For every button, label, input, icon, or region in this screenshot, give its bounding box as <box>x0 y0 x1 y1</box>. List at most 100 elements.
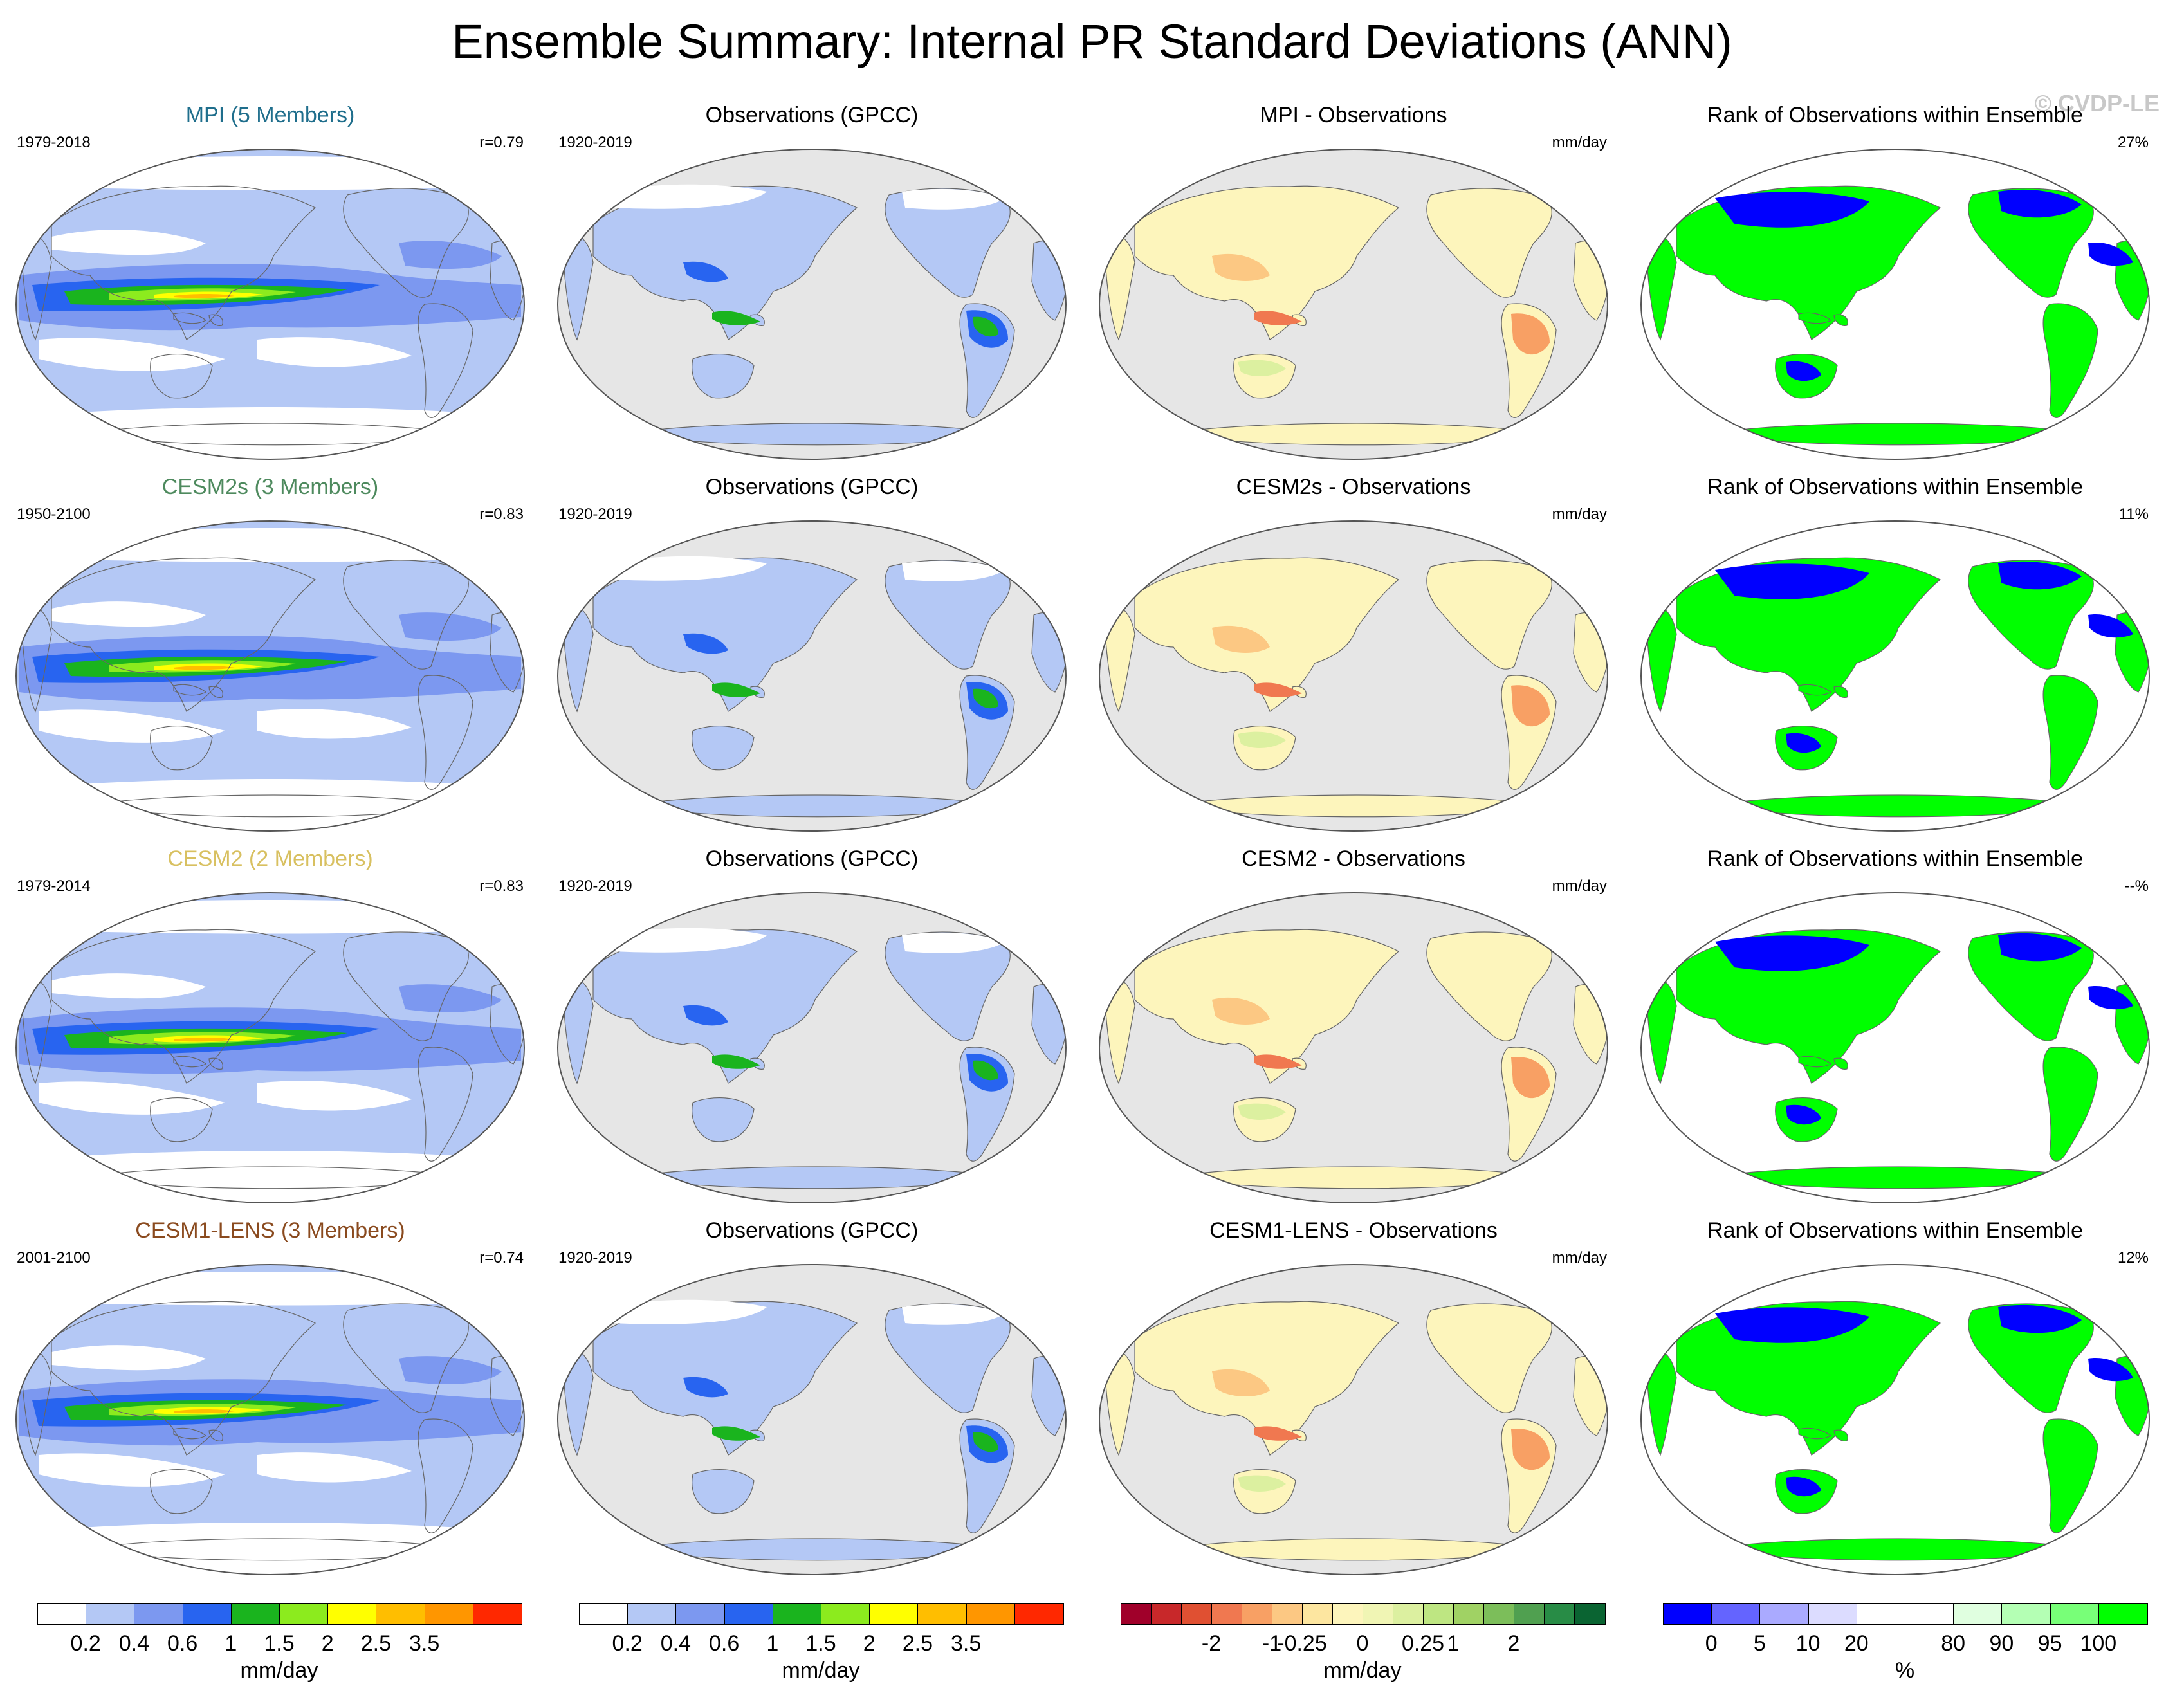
panel-period: 1920-2019 <box>558 877 632 895</box>
rank-percent: 12% <box>2117 1249 2149 1267</box>
colorbar-tick-label: 1 <box>225 1631 237 1656</box>
colorbar-tick-label: -1 <box>1262 1631 1282 1656</box>
colorbar-swatch <box>1575 1604 1605 1624</box>
colorbar-swatch <box>1272 1604 1303 1624</box>
difference-map-panel: CESM2s - Observations mm/day <box>1090 475 1617 835</box>
panel-units: mm/day <box>1552 506 1607 523</box>
observations-map-panel: Observations (GPCC) 1920-2019 <box>548 1218 1076 1579</box>
colorbar-tick-label: 0.4 <box>660 1631 692 1656</box>
colorbar-tick-label: 1 <box>1447 1631 1460 1656</box>
colorbar-swatch <box>183 1604 232 1624</box>
colorbar-swatch <box>1363 1604 1393 1624</box>
panel-title: MPI - Observations <box>1260 103 1447 127</box>
colorbar-swatch <box>628 1604 677 1624</box>
pattern-correlation: r=0.83 <box>479 877 524 895</box>
colorbar-swatch <box>1014 1604 1063 1624</box>
colorbar-tick-label: 0 <box>1705 1631 1718 1656</box>
panel-units: mm/day <box>1552 1249 1607 1267</box>
figure-title: Ensemble Summary: Internal PR Standard D… <box>452 15 1732 68</box>
colorbar-units: mm/day <box>240 1658 318 1683</box>
colorbar-swatch <box>279 1604 329 1624</box>
colorbar-units: mm/day <box>782 1658 860 1683</box>
difference-map-panel: CESM1-LENS - Observations mm/day <box>1090 1218 1617 1579</box>
panel-title: Observations (GPCC) <box>705 846 919 871</box>
rank-percent: 27% <box>2117 134 2149 151</box>
globe-map <box>1640 149 2150 460</box>
observations-map-panel: Observations (GPCC) 1920-2019 <box>548 103 1076 463</box>
colorbar-tick-label: 0 <box>1356 1631 1369 1656</box>
colorbar-swatch <box>1808 1604 1857 1624</box>
colorbar-swatch <box>473 1604 522 1624</box>
colorbar-swatches <box>37 1603 522 1625</box>
globe-map <box>15 520 525 832</box>
colorbar-swatch <box>1182 1604 1212 1624</box>
panel-period: 2001-2100 <box>17 1249 91 1267</box>
colorbar-swatches <box>579 1603 1064 1625</box>
colorbar-tick-label: 0.2 <box>612 1631 643 1656</box>
rank-map-panel: Rank of Observations within Ensemble 12% <box>1631 1218 2159 1579</box>
colorbar-swatch <box>1514 1604 1545 1624</box>
globe-map <box>1640 892 2150 1203</box>
colorbar-tick-label: 2 <box>1507 1631 1520 1656</box>
panel-units: mm/day <box>1552 134 1607 151</box>
panel-units: mm/day <box>1552 877 1607 895</box>
globe-map <box>1640 520 2150 832</box>
colorbar-swatch <box>2002 1604 2051 1624</box>
panel-title: CESM2s (3 Members) <box>161 475 379 499</box>
colorbar-swatch <box>1393 1604 1424 1624</box>
globe-map <box>557 149 1067 460</box>
colorbar-tick-label: 0.25 <box>1401 1631 1445 1656</box>
colorbar-swatch <box>425 1604 473 1624</box>
difference-map-panel: CESM2 - Observations mm/day <box>1090 846 1617 1207</box>
observations-map-panel: Observations (GPCC) 1920-2019 <box>548 475 1076 835</box>
colorbar-units: mm/day <box>1323 1658 1402 1683</box>
colorbar-tick-label: 0.6 <box>167 1631 198 1656</box>
colorbar-tick-label: 1.5 <box>264 1631 295 1656</box>
rank-map-panel: Rank of Observations within Ensemble 11% <box>1631 475 2159 835</box>
colorbar-swatch <box>773 1604 821 1624</box>
colorbar-swatch <box>966 1604 1015 1624</box>
model-map-panel: CESM2s (3 Members) 1950-2100 r=0.83 <box>6 475 534 835</box>
globe-map <box>1099 520 1608 832</box>
colorbar-swatch <box>724 1604 773 1624</box>
model-map-panel: CESM2 (2 Members) 1979-2014 r=0.83 <box>6 846 534 1207</box>
colorbar-swatch <box>676 1604 725 1624</box>
panel-title: MPI (5 Members) <box>185 103 355 127</box>
panel-title: Rank of Observations within Ensemble <box>1707 1218 2083 1243</box>
colorbar-swatch <box>38 1604 87 1624</box>
panel-title: CESM1-LENS (3 Members) <box>135 1218 405 1243</box>
colorbar-tick-label: 1.5 <box>805 1631 836 1656</box>
globe-map <box>557 1264 1067 1575</box>
globe-map <box>1099 892 1608 1203</box>
panel-title: Observations (GPCC) <box>705 103 919 127</box>
panel-title: CESM2 (2 Members) <box>167 846 373 871</box>
panel-period: 1920-2019 <box>558 506 632 523</box>
colorbar-swatch <box>1212 1604 1242 1624</box>
colorbar-swatch <box>231 1604 280 1624</box>
panel-period: 1979-2014 <box>17 877 91 895</box>
colorbar-swatch <box>1760 1604 1809 1624</box>
colorbar-swatch <box>1121 1604 1152 1624</box>
colorbar-swatch <box>870 1604 919 1624</box>
watermark: © CVDP-LE <box>2034 90 2160 116</box>
panel-title: CESM2 - Observations <box>1242 846 1465 871</box>
colorbar-units: % <box>1895 1658 1915 1683</box>
pattern-correlation: r=0.79 <box>479 134 524 151</box>
colorbar-swatch <box>1424 1604 1454 1624</box>
colorbar-tick-label: -2 <box>1201 1631 1222 1656</box>
colorbar-swatch <box>580 1604 629 1624</box>
globe-map <box>1099 149 1608 460</box>
colorbar-tick-label: 95 <box>2037 1631 2062 1656</box>
panel-title: CESM1-LENS - Observations <box>1209 1218 1498 1243</box>
panel-period: 1950-2100 <box>17 506 91 523</box>
rank-map-panel: Rank of Observations within Ensemble --% <box>1631 846 2159 1207</box>
globe-map <box>1640 1264 2150 1575</box>
observations-map-panel: Observations (GPCC) 1920-2019 <box>548 846 1076 1207</box>
colorbar-swatch <box>1954 1604 2003 1624</box>
model-map-panel: CESM1-LENS (3 Members) 2001-2100 r=0.74 <box>6 1218 534 1579</box>
colorbar-swatches <box>1121 1603 1606 1625</box>
colorbar-tick-label: 3.5 <box>950 1631 982 1656</box>
colorbar-tick-label: 0.4 <box>118 1631 150 1656</box>
colorbar-tick-label: 90 <box>1989 1631 2014 1656</box>
colorbar-tick-label: 100 <box>2080 1631 2117 1656</box>
